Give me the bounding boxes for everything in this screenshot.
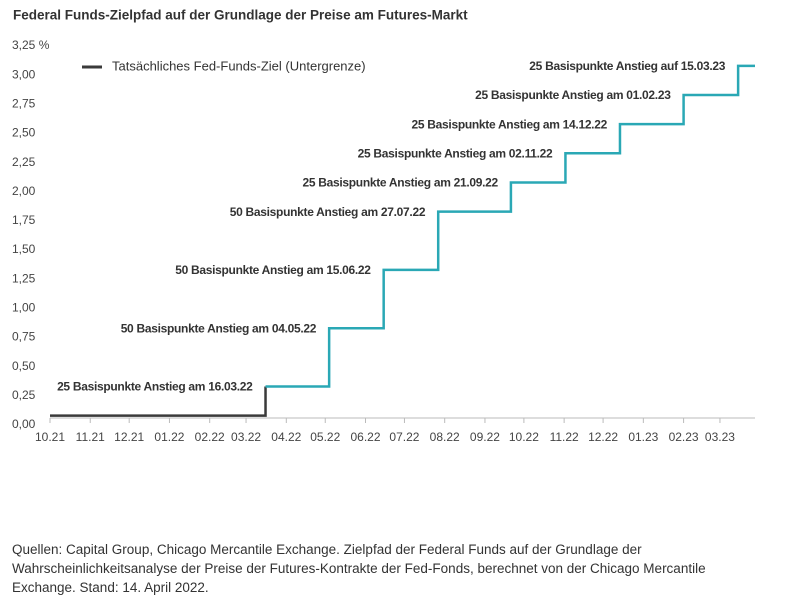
x-tick-label: 02.23 [669,430,699,444]
y-tick-label: 1,25 [12,271,36,285]
y-tick-label: 3,25 % [12,38,50,52]
annotation: 25 Basispunkte Anstieg auf 15.03.23 [529,59,725,73]
y-tick-label: 2,25 [12,155,36,169]
y-tick-label: 0,25 [12,388,36,402]
x-tick-label: 09.22 [470,430,500,444]
x-tick-label: 12.22 [588,430,618,444]
x-tick-label: 06.22 [350,430,380,444]
x-tick-label: 10.21 [35,430,65,444]
y-tick-label: 1,75 [12,213,36,227]
x-tick-label: 01.23 [628,430,658,444]
source-note: Quellen: Capital Group, Chicago Mercanti… [12,542,706,595]
x-tick-label: 02.22 [195,430,225,444]
y-tick-label: 1,00 [12,301,36,315]
annotation: 50 Basispunkte Anstieg am 15.06.22 [175,263,371,277]
annotation: 25 Basispunkte Anstieg am 14.12.22 [412,117,608,131]
y-tick-label: 0,50 [12,359,36,373]
x-tick-label: 10.22 [509,430,539,444]
y-tick-label: 1,50 [12,242,36,256]
x-tick-label: 01.22 [154,430,184,444]
x-tick-label: 12.21 [114,430,144,444]
x-tick-label: 05.22 [310,430,340,444]
annotation: 25 Basispunkte Anstieg am 16.03.22 [57,380,253,394]
annotation: 25 Basispunkte Anstieg am 02.11.22 [358,146,553,160]
y-tick-label: 3,00 [12,67,36,81]
x-tick-label: 11.21 [76,430,105,444]
annotation: 25 Basispunkte Anstieg am 01.02.23 [475,88,671,102]
y-tick-label: 0,00 [12,417,36,431]
legend-label: Tatsächliches Fed-Funds-Ziel (Untergrenz… [112,58,366,73]
y-tick-label: 0,75 [12,330,36,344]
step-line [50,386,267,417]
chart-title: Federal Funds-Zielpfad auf der Grundlage… [13,8,468,23]
y-tick-label: 2,75 [12,96,36,110]
x-tick-label: 03.22 [231,430,261,444]
y-tick-label: 2,50 [12,126,36,140]
chart: Federal Funds-Zielpfad auf der Grundlage… [12,8,755,444]
step-line [265,64,755,388]
annotation: 25 Basispunkte Anstieg am 21.09.22 [302,176,498,190]
x-tick-label: 04.22 [271,430,301,444]
x-tick-label: 11.22 [550,430,579,444]
x-tick-label: 03.23 [705,430,735,444]
y-tick-label: 2,00 [12,184,36,198]
x-tick-label: 08.22 [430,430,460,444]
annotation: 50 Basispunkte Anstieg am 27.07.22 [230,205,426,219]
annotation: 50 Basispunkte Anstieg am 04.05.22 [121,321,317,335]
x-tick-label: 07.22 [389,430,419,444]
